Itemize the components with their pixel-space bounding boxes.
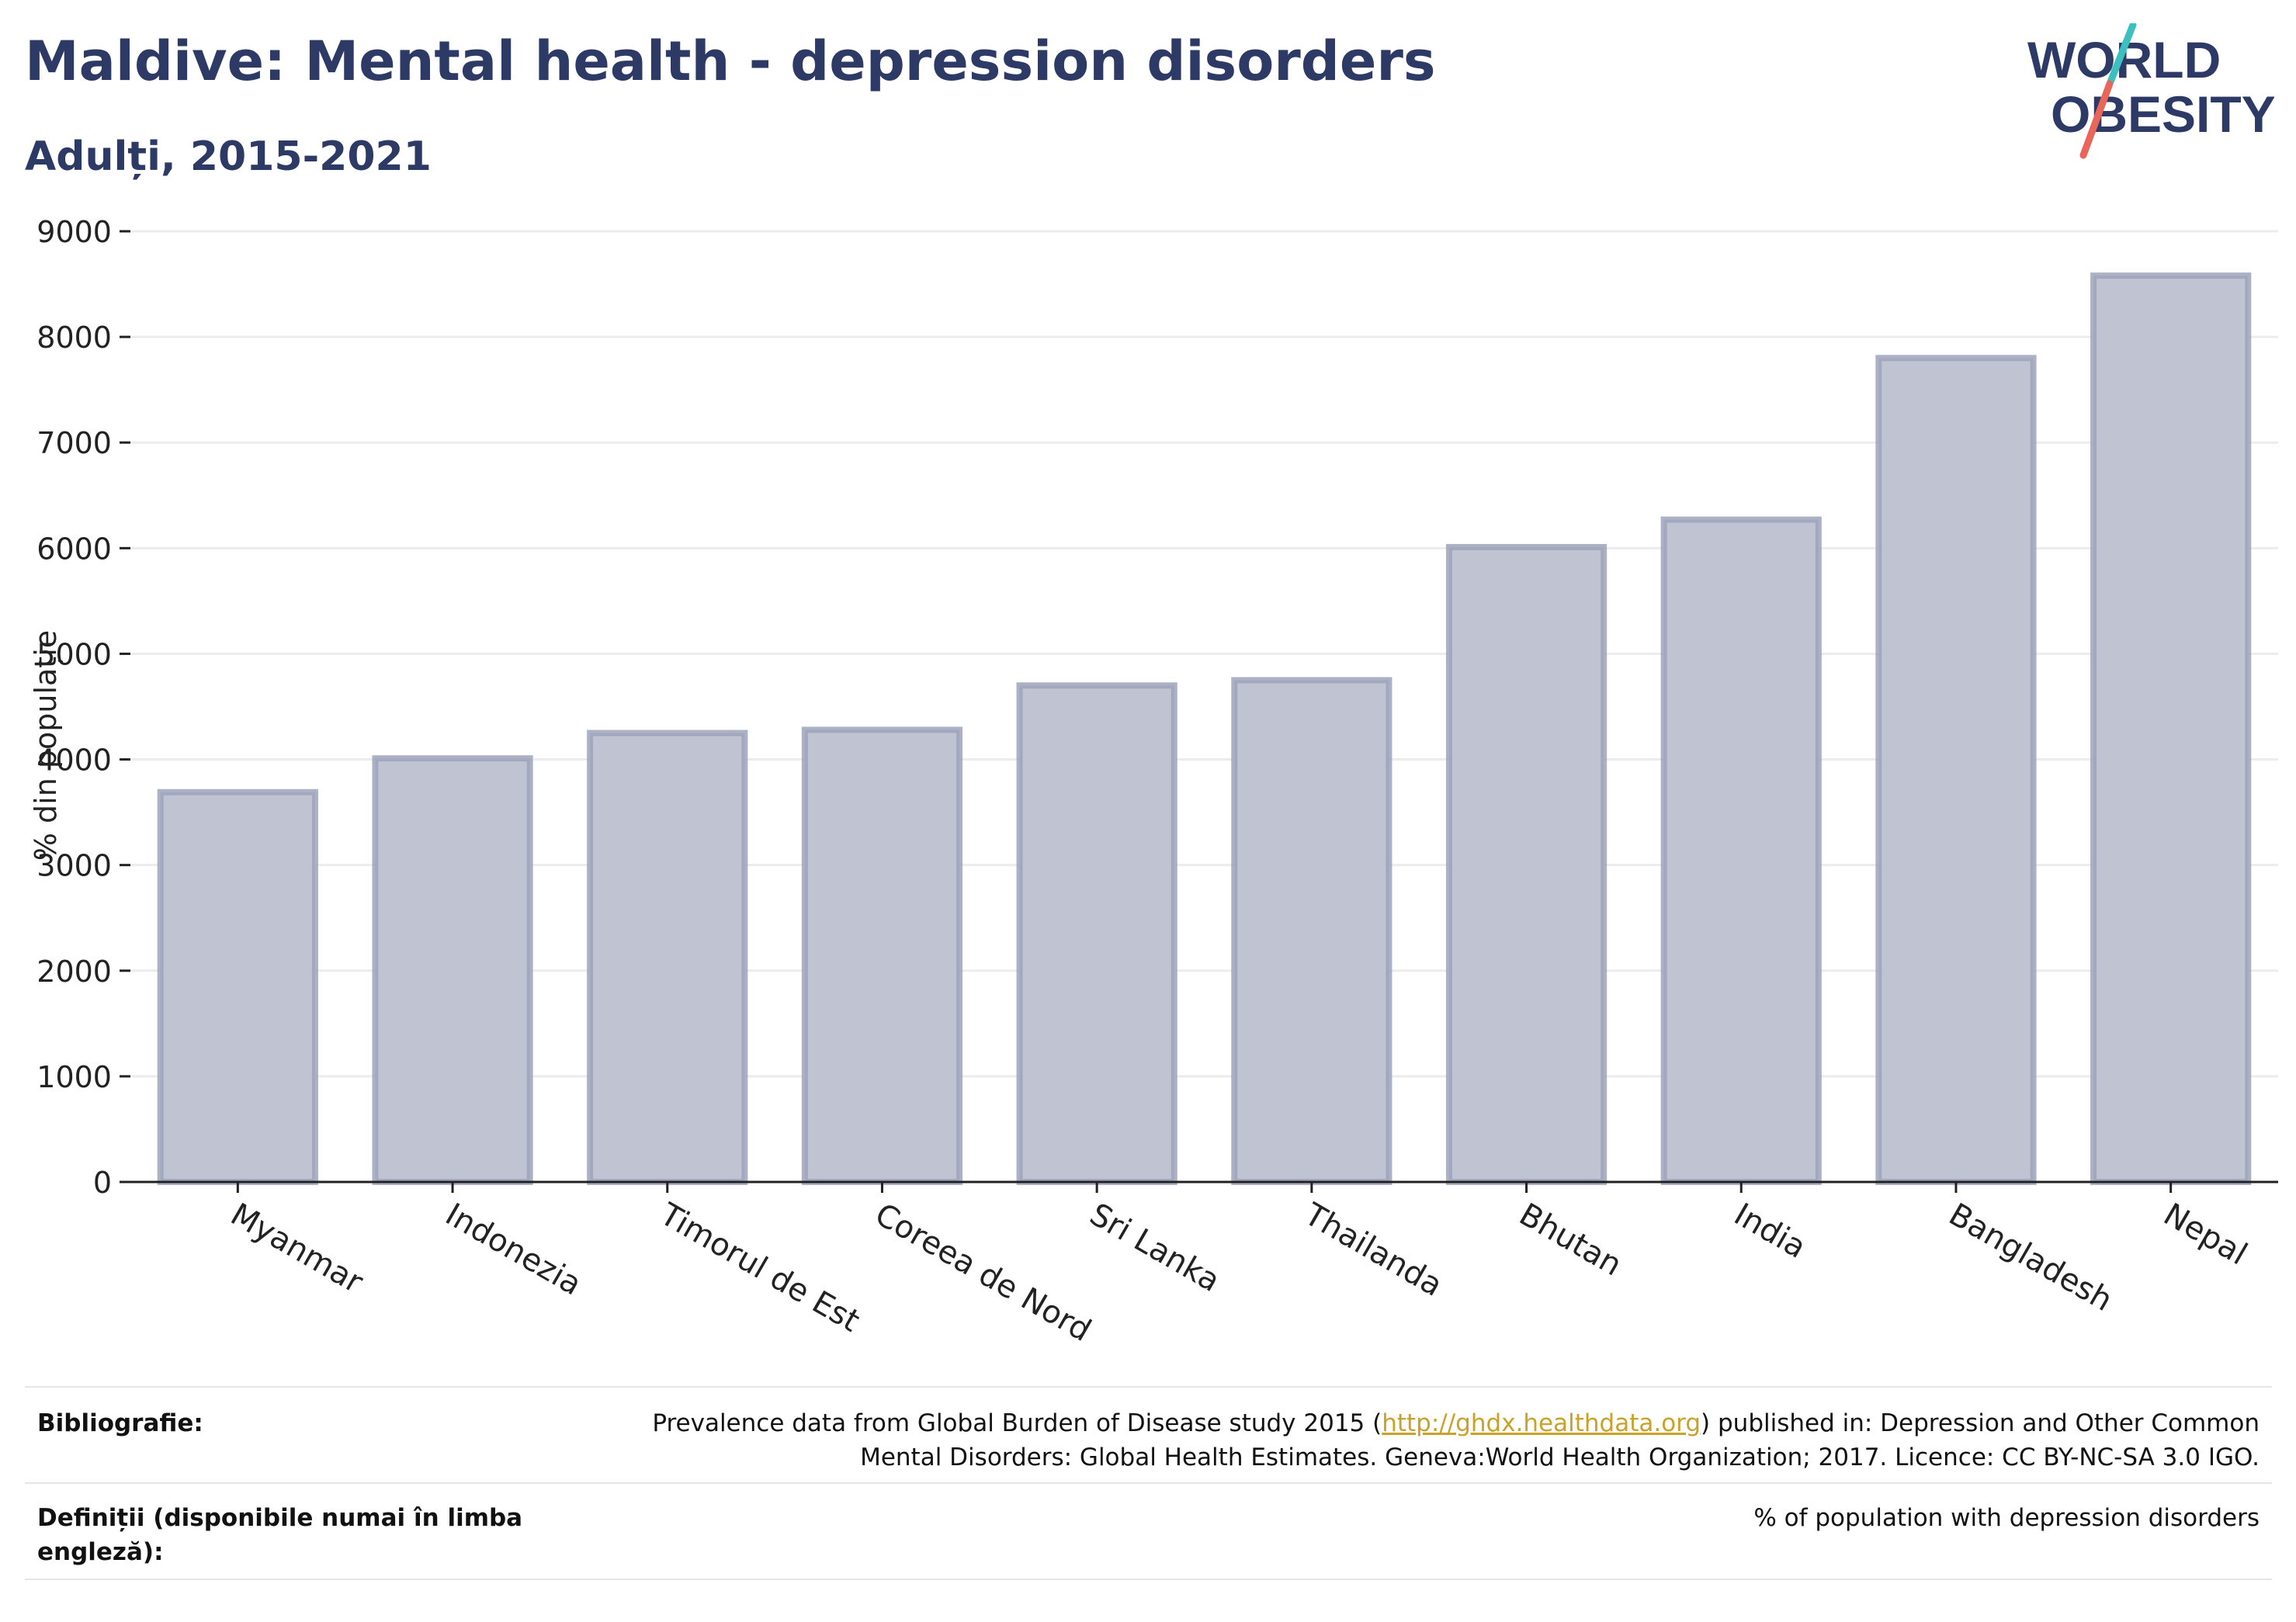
x-tick-label: Sri Lanka <box>1084 1197 1226 1299</box>
y-tick-label: 8000 <box>36 321 112 355</box>
definitions-row: Definiții (disponibile numai în limba en… <box>25 1482 2272 1580</box>
bar-coreea-de-nord <box>801 726 963 1185</box>
y-tick-label: 3000 <box>36 849 112 883</box>
bar-myanmar <box>157 788 318 1185</box>
chart-subtitle: Adulți, 2015-2021 <box>25 133 432 180</box>
definitions-value: % of population with depression disorder… <box>1753 1504 2260 1532</box>
bibliography-text: Prevalence data from Global Burden of Di… <box>629 1406 2260 1475</box>
world-obesity-logo: WORLD OBESITY <box>2027 23 2274 159</box>
bar-timorul-de-est <box>587 730 748 1185</box>
bar-sri-lanka <box>1016 682 1177 1185</box>
y-tick-label: 2000 <box>36 955 112 989</box>
footer: Bibliografie: Prevalence data from Globa… <box>25 1386 2272 1588</box>
y-tick-label: 6000 <box>36 532 112 566</box>
bar-bangladesh <box>1875 355 2037 1185</box>
bar-india <box>1660 516 1822 1185</box>
y-tick-label: 4000 <box>36 743 112 778</box>
x-tick-label: India <box>1728 1197 1812 1266</box>
bibliography-line2: Mental Disorders: Global Health Estimate… <box>860 1444 2260 1471</box>
bar-indonezia <box>372 755 533 1185</box>
y-tick-label: 1000 <box>36 1060 112 1094</box>
y-tick-label: 9000 <box>36 215 112 249</box>
x-axis-labels: Myanmar Indonezia Timorul de Est Coreea de … <box>224 1182 2253 1349</box>
bibliography-label: Bibliografie: <box>37 1409 203 1437</box>
x-tick-label: Myanmar <box>224 1197 369 1301</box>
bar-nepal <box>2090 272 2252 1186</box>
bibliography-post: ) published in: Depression and Other Com… <box>1701 1409 2260 1437</box>
y-axis-ticks: 0 1000 2000 3000 4000 5000 6000 7000 8000 9000 <box>36 215 130 1200</box>
x-tick-label: Thailanda <box>1298 1196 1448 1303</box>
x-tick-label: Bhutan <box>1514 1197 1628 1284</box>
bar-thailanda <box>1231 677 1393 1185</box>
bibliography-pre: Prevalence data from Global Burden of Di… <box>652 1409 1382 1437</box>
bibliography-link[interactable]: http://ghdx.healthdata.org <box>1382 1409 1701 1437</box>
y-tick-label: 7000 <box>36 426 112 460</box>
y-axis-label: % din populație <box>29 630 63 861</box>
x-tick-label: Bangladesh <box>1943 1197 2118 1319</box>
x-tick-label: Timorul de Est <box>654 1196 865 1339</box>
x-tick-label: Coreea de Nord <box>869 1197 1097 1349</box>
bars <box>157 272 2252 1186</box>
chart-title: Maldive: Mental health - depression diso… <box>25 29 1436 93</box>
bar-chart: 0 1000 2000 3000 4000 5000 6000 7000 8000 9000 My… <box>29 215 2278 1349</box>
definitions-label: Definiții (disponibile numai în limba en… <box>37 1504 523 1566</box>
y-tick-label: 5000 <box>36 637 112 671</box>
bar-bhutan <box>1445 543 1608 1185</box>
x-tick-label: Nepal <box>2158 1197 2253 1273</box>
y-tick-label: 0 <box>93 1166 112 1200</box>
bibliography-row: Bibliografie: Prevalence data from Globa… <box>25 1386 2272 1484</box>
x-tick-label: Indonezia <box>439 1197 588 1303</box>
